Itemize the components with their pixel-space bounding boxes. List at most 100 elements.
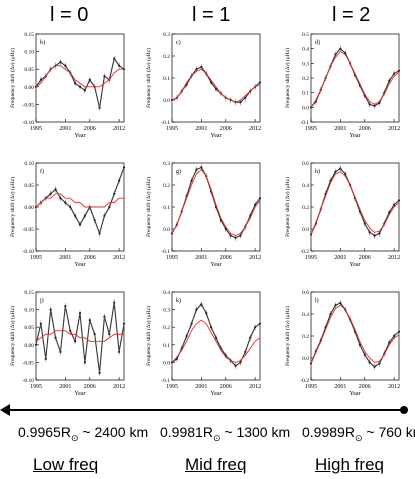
data-point: [185, 334, 188, 338]
series-model-line: [310, 304, 400, 364]
x-tick-label: 2006: [84, 126, 96, 132]
data-point: [200, 303, 203, 306]
y-tick-label: 0.3: [163, 161, 170, 167]
data-point: [195, 308, 198, 311]
data-point: [393, 334, 396, 338]
data-point: [368, 103, 371, 106]
data-point: [78, 223, 82, 226]
data-point: [334, 304, 337, 307]
y-tick-label: 0.05: [24, 325, 34, 331]
y-tick-label: 0.3: [163, 308, 170, 314]
series-model-line: [171, 168, 261, 237]
series-model-line: [35, 193, 124, 208]
data-point: [234, 236, 237, 239]
data-point: [214, 336, 218, 339]
y-tick-label: 0.00: [24, 205, 34, 211]
data-point: [118, 179, 121, 182]
x-tick-label: 2001: [334, 126, 346, 132]
data-point: [388, 341, 391, 344]
y-axis-label: Frequency shift (Δν) (μHz): [9, 177, 16, 237]
data-point: [239, 101, 242, 104]
data-point: [74, 340, 77, 343]
panel-frame: [310, 162, 400, 252]
panel-j: j) -0.10 -0.05 0.00 0.05 0.10 0.15 1995 2001 2006…: [9, 290, 125, 397]
x-axis-label: Year: [349, 391, 360, 397]
data-point: [78, 85, 82, 88]
data-point: [39, 78, 42, 81]
x-tick-label: 2001: [195, 126, 207, 132]
depth-label-2: 0.9989R⊙ ~ 760 km: [302, 424, 415, 444]
x-tick-label: 2006: [220, 255, 232, 261]
data-point: [368, 231, 371, 234]
y-tick-label: 0.2: [302, 205, 309, 211]
data-point: [49, 308, 52, 311]
data-point: [93, 219, 96, 222]
data-point: [54, 336, 57, 339]
x-tick-label: 2012: [249, 255, 261, 261]
x-tick-label: 2012: [388, 384, 400, 390]
y-tick-label: 0.4: [302, 312, 309, 318]
data-point: [122, 322, 126, 325]
x-tick-label: 2012: [249, 384, 261, 390]
data-point: [103, 315, 106, 318]
data-point: [98, 232, 101, 235]
x-tick-label: 2001: [195, 384, 207, 390]
data-point: [69, 329, 72, 332]
y-tick-label: 0.0: [163, 98, 170, 104]
y-tick-label: 0.5: [302, 32, 309, 38]
x-tick-label: 1995: [305, 255, 317, 261]
y-axis-label: Frequency shift (Δν) (μHz): [145, 306, 152, 366]
data-point: [210, 326, 213, 329]
data-point: [93, 333, 96, 336]
panel-c: c) -0.1 0.0 0.1 0.2 0.3 1995 2001 2006 2012 Year Fr…: [145, 32, 261, 139]
panel-letter: b): [40, 39, 45, 46]
data-point: [64, 304, 67, 308]
depth-1-suffix: ~ 1300 km: [220, 424, 291, 440]
data-point: [339, 301, 342, 305]
data-point: [378, 232, 381, 235]
freq-label-low: Low freq: [33, 455, 99, 474]
y-tick-label: -0.2: [300, 378, 309, 384]
y-tick-label: 0.1: [302, 91, 309, 97]
x-tick-label: 1995: [305, 126, 317, 132]
freq-label-mid: Mid freq: [185, 455, 247, 474]
sun-symbol-0: ⊙: [70, 432, 79, 443]
series-data-line: [310, 302, 400, 368]
data-point: [244, 96, 247, 99]
data-point: [190, 322, 193, 325]
data-point: [59, 61, 62, 64]
data-point: [344, 51, 347, 55]
data-point: [108, 333, 111, 336]
data-point: [334, 53, 337, 56]
data-point: [59, 350, 62, 353]
data-point: [113, 57, 116, 60]
panel-letter: f): [40, 168, 44, 175]
data-point: [103, 214, 106, 217]
data-point: [397, 330, 401, 333]
depth-0-suffix: ~ 2400 km: [78, 424, 149, 440]
chart-grid: b) -0.10 -0.05 0.00 0.05 0.10 0.15 1995 2001 2006…: [9, 32, 400, 397]
y-axis-label: Frequency shift (Δν) (μHz): [284, 177, 291, 237]
data-point: [200, 166, 203, 169]
y-tick-label: 0.0: [302, 356, 309, 362]
y-tick-label: 0.4: [163, 290, 170, 296]
y-tick-label: 0.0: [163, 360, 170, 366]
data-point: [344, 172, 347, 176]
y-tick-label: -0.1: [161, 378, 170, 384]
data-point: [108, 205, 111, 209]
x-tick-label: 2001: [59, 255, 71, 261]
data-point: [64, 201, 67, 204]
panel-l: l) -0.2 0.0 0.2 0.4 0.6 1995 2001 2006 2012 Year Fr…: [284, 290, 400, 397]
x-axis-label: Year: [74, 133, 85, 139]
y-tick-label: 0.0: [163, 227, 170, 233]
data-point: [239, 361, 242, 364]
x-tick-label: 1995: [305, 384, 317, 390]
x-tick-label: 2001: [195, 255, 207, 261]
panel-letter: k): [176, 297, 181, 304]
panel-b: b) -0.10 -0.05 0.00 0.05 0.10 0.15 1995 2001 2006…: [9, 32, 125, 139]
y-tick-label: 0.2: [163, 325, 170, 331]
column-title-l2: l = 2: [332, 4, 371, 26]
y-tick-label: 0.15: [24, 290, 34, 296]
depth-arrow: [0, 402, 415, 418]
data-point: [254, 326, 257, 329]
